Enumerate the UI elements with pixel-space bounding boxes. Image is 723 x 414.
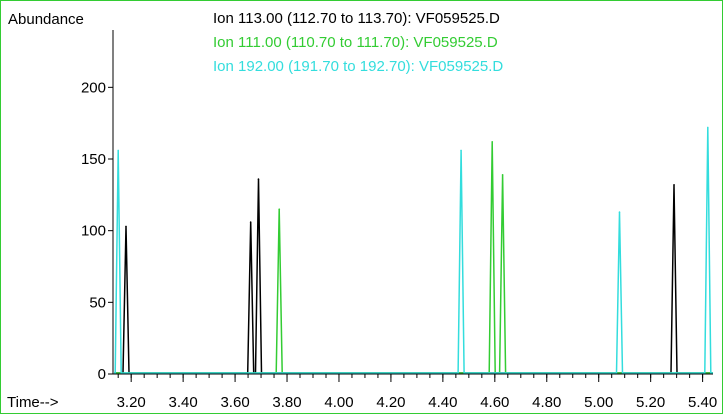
legend-entry: Ion 192.00 (191.70 to 192.70): VF059525.… [213, 58, 503, 75]
series-line [114, 179, 713, 374]
peak-point [125, 225, 127, 228]
x-tick-label: 4.20 [376, 394, 405, 411]
x-tick-label: 4.40 [428, 394, 457, 411]
y-tick-label: 150 [81, 151, 106, 168]
x-tick-label: 4.80 [532, 394, 561, 411]
peak-point [618, 211, 621, 213]
legend: Ion 113.00 (112.70 to 113.70): VF059525.… [213, 10, 503, 75]
x-tick-label: 3.80 [272, 394, 301, 411]
peak-point [460, 149, 462, 152]
y-axis-ticks: 0 50 100 150 200 [81, 79, 113, 383]
x-axis-label: Time--> [7, 394, 59, 411]
x-tick-label: 3.40 [169, 394, 198, 411]
series-line [114, 127, 713, 374]
peak-point [501, 173, 504, 176]
y-tick-label: 0 [98, 366, 106, 383]
x-tick-label: 5.20 [636, 394, 665, 411]
peak-point [257, 178, 260, 180]
y-tick-label: 100 [81, 223, 106, 240]
peak-point [491, 141, 494, 143]
peak-point [117, 149, 119, 152]
peak-point [707, 126, 709, 129]
legend-entry: Ion 113.00 (112.70 to 113.70): VF059525.… [213, 10, 500, 27]
peak-point [278, 208, 281, 210]
y-axis-label: Abundance [8, 11, 84, 28]
x-tick-label: 5.00 [584, 394, 613, 411]
legend-entry: Ion 111.00 (110.70 to 111.70): VF059525.… [213, 34, 498, 51]
y-tick-label: 200 [81, 79, 106, 96]
x-tick-label: 3.20 [117, 394, 146, 411]
peak-point [249, 221, 252, 223]
x-tick-label: 5.40 [688, 394, 717, 411]
x-tick-label: 4.60 [480, 394, 509, 411]
series-layer [114, 126, 713, 374]
series-line [114, 141, 713, 374]
x-axis-ticks: 3.20 3.40 3.60 3.80 4.00 4.20 4.40 4.60 4.80 5.00… [117, 374, 717, 411]
peak-point [673, 184, 675, 186]
x-tick-label: 4.00 [324, 394, 353, 411]
x-tick-label: 3.60 [220, 394, 249, 411]
y-tick-label: 50 [89, 294, 106, 311]
